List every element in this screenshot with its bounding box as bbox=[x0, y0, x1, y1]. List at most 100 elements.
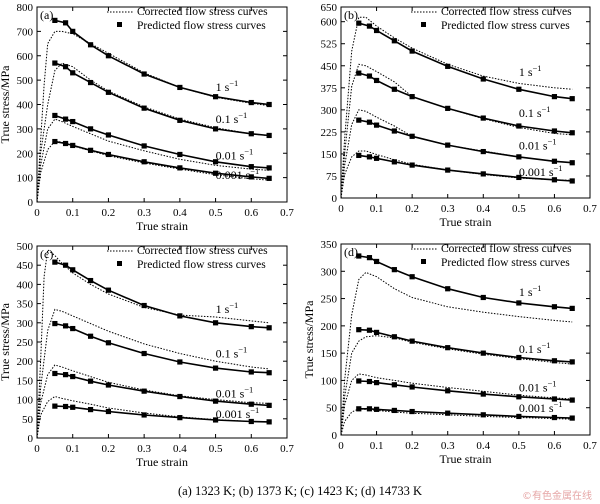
predicted-marker bbox=[212, 159, 219, 165]
strain-rate-label: 1 s−1 bbox=[216, 78, 239, 94]
y-tick-label: 150 bbox=[321, 149, 338, 161]
strain-rate-label: 0.001 s−1 bbox=[216, 405, 260, 421]
legend-swatch-predicted bbox=[421, 22, 426, 27]
y-tick-label: 300 bbox=[321, 105, 338, 117]
predicted-marker bbox=[356, 327, 362, 333]
legend: Corrected flow stress curves Predicted fl… bbox=[107, 245, 268, 271]
x-axis-label: True strain bbox=[440, 452, 492, 466]
plot-frame bbox=[340, 6, 591, 199]
predicted-marker bbox=[391, 267, 397, 273]
predicted-marker bbox=[551, 358, 558, 364]
predicted-marker bbox=[52, 60, 58, 66]
x-tick-label: 0.7 bbox=[280, 443, 294, 455]
y-tick-label: 250 bbox=[17, 337, 34, 349]
predicted-marker bbox=[105, 132, 112, 138]
predicted-marker bbox=[177, 117, 183, 123]
predicted-marker bbox=[248, 418, 254, 425]
predicted-marker bbox=[141, 71, 147, 77]
corrected-curve bbox=[340, 16, 573, 199]
predicted-marker bbox=[212, 398, 219, 404]
predicted-marker bbox=[480, 294, 486, 301]
panel-label: (d) bbox=[344, 245, 358, 259]
predicted-marker bbox=[52, 403, 58, 409]
predicted-marker bbox=[391, 407, 397, 414]
y-tick-label: 350 bbox=[321, 239, 338, 251]
y-tick-label: 0 bbox=[332, 430, 338, 442]
predicted-marker bbox=[356, 70, 362, 76]
predicted-marker bbox=[551, 177, 558, 183]
strain-rate-label: 0.1 s−1 bbox=[216, 110, 248, 126]
predicted-marker bbox=[212, 126, 219, 132]
predicted-marker bbox=[177, 165, 183, 171]
predicted-marker bbox=[141, 412, 147, 418]
y-tick-label: 200 bbox=[17, 148, 34, 160]
predicted-marker bbox=[480, 115, 486, 121]
x-tick-label: 0 bbox=[338, 440, 344, 452]
predicted-marker bbox=[248, 174, 254, 180]
predicted-marker bbox=[266, 402, 272, 408]
predicted-curve bbox=[54, 62, 270, 137]
predicted-marker bbox=[62, 20, 69, 26]
predicted-marker bbox=[105, 382, 112, 388]
predicted-curve bbox=[358, 407, 573, 419]
plot-frame bbox=[340, 243, 591, 436]
strain-rate-label: 0.001 s−1 bbox=[216, 166, 260, 182]
y-tick-label: 525 bbox=[321, 39, 338, 51]
predicted-marker bbox=[569, 96, 575, 102]
predicted-marker bbox=[373, 380, 380, 386]
predicted-marker bbox=[409, 384, 415, 390]
predicted-curve bbox=[358, 154, 573, 182]
predicted-marker bbox=[409, 274, 415, 280]
y-tick-label: 0 bbox=[28, 197, 34, 209]
x-tick-label: 0.3 bbox=[137, 207, 151, 219]
predicted-marker bbox=[391, 382, 397, 388]
x-tick-label: 0.3 bbox=[441, 203, 455, 215]
y-tick-label: 225 bbox=[321, 127, 338, 139]
predicted-marker bbox=[373, 77, 380, 84]
x-axis-label: True strain bbox=[136, 219, 188, 233]
predicted-marker bbox=[569, 160, 575, 166]
predicted-marker bbox=[177, 84, 183, 91]
y-tick-label: 700 bbox=[17, 26, 34, 38]
predicted-marker bbox=[141, 302, 147, 309]
y-tick-label: 75 bbox=[326, 171, 338, 183]
predicted-marker bbox=[248, 324, 254, 330]
predicted-marker bbox=[516, 413, 522, 420]
legend-entry: Predicted flow stress curves bbox=[137, 259, 266, 271]
corrected-curve bbox=[36, 308, 270, 439]
x-axis-label: True strain bbox=[136, 455, 188, 469]
predicted-marker bbox=[366, 255, 373, 261]
strain-rate-label: 0.001 s−1 bbox=[519, 163, 563, 179]
strain-rate-label: 1 s−1 bbox=[519, 283, 542, 299]
predicted-marker bbox=[70, 325, 76, 332]
predicted-marker bbox=[409, 133, 415, 139]
predicted-marker bbox=[391, 86, 397, 92]
predicted-marker bbox=[409, 408, 415, 415]
predicted-marker bbox=[480, 391, 486, 397]
y-tick-label: 800 bbox=[17, 2, 34, 14]
predicted-curve bbox=[358, 22, 573, 100]
predicted-marker bbox=[516, 86, 522, 92]
predicted-marker bbox=[177, 415, 183, 421]
predicted-marker bbox=[87, 277, 94, 284]
corrected-curve bbox=[340, 150, 573, 199]
predicted-marker bbox=[177, 359, 183, 365]
legend: Corrected flow stress curves Predicted fl… bbox=[107, 6, 268, 32]
x-tick-label: 0.2 bbox=[405, 440, 419, 452]
predicted-marker bbox=[373, 122, 380, 128]
predicted-marker bbox=[445, 388, 451, 394]
predicted-marker bbox=[248, 131, 254, 137]
predicted-marker bbox=[373, 258, 380, 265]
predicted-marker bbox=[248, 164, 254, 170]
legend-entry: Corrected flow stress curves bbox=[441, 243, 572, 255]
y-tick-label: 50 bbox=[326, 403, 338, 415]
predicted-marker bbox=[212, 320, 219, 326]
predicted-marker bbox=[480, 148, 486, 155]
predicted-marker bbox=[266, 132, 272, 139]
predicted-marker bbox=[248, 99, 254, 106]
y-tick-label: 600 bbox=[17, 51, 34, 63]
predicted-marker bbox=[212, 417, 219, 423]
predicted-marker bbox=[445, 142, 451, 148]
predicted-marker bbox=[266, 175, 272, 181]
x-tick-label: 0.1 bbox=[66, 207, 80, 219]
